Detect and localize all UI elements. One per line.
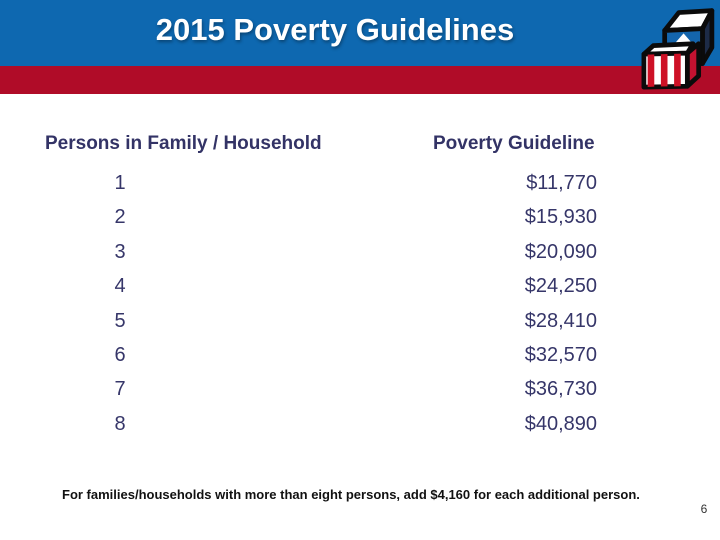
page-title: 2015 Poverty Guidelines <box>155 12 515 47</box>
page-number: 6 <box>700 502 708 516</box>
blocks-up-arrow-icon <box>641 8 715 90</box>
table-cell-guideline: $32,570 <box>524 343 597 366</box>
table-cell-guideline: $36,730 <box>524 378 597 401</box>
guideline-column: $11,770 $15,930 $20,090 $24,250 $28,410 … <box>420 166 597 441</box>
table-cell-persons: 6 <box>114 343 126 366</box>
table-cell-persons: 7 <box>114 378 126 401</box>
table-cell-guideline: $20,090 <box>524 240 597 263</box>
table-cell-guideline: $11,770 <box>526 172 597 194</box>
header-red-band <box>0 66 720 94</box>
table-cell-guideline: $15,930 <box>524 206 597 229</box>
persons-column: 1 2 3 4 5 6 7 8 <box>100 166 140 441</box>
header-blue-band <box>0 0 720 66</box>
column-header-guideline: Poverty Guideline <box>433 133 595 154</box>
table-cell-persons: 3 <box>114 240 126 263</box>
table-cell-persons: 2 <box>114 206 126 229</box>
table-cell-guideline: $40,890 <box>524 412 597 435</box>
table-cell-guideline: $28,410 <box>524 309 597 332</box>
table-cell-persons: 4 <box>114 275 126 298</box>
table-cell-persons: 5 <box>114 309 126 332</box>
table-cell-persons: 8 <box>114 412 126 435</box>
footer-note: For families/households with more than e… <box>62 487 640 502</box>
table-cell-guideline: $24,250 <box>524 275 597 298</box>
column-header-persons: Persons in Family / Household <box>45 133 322 154</box>
table-cell-persons: 1 <box>114 172 126 194</box>
